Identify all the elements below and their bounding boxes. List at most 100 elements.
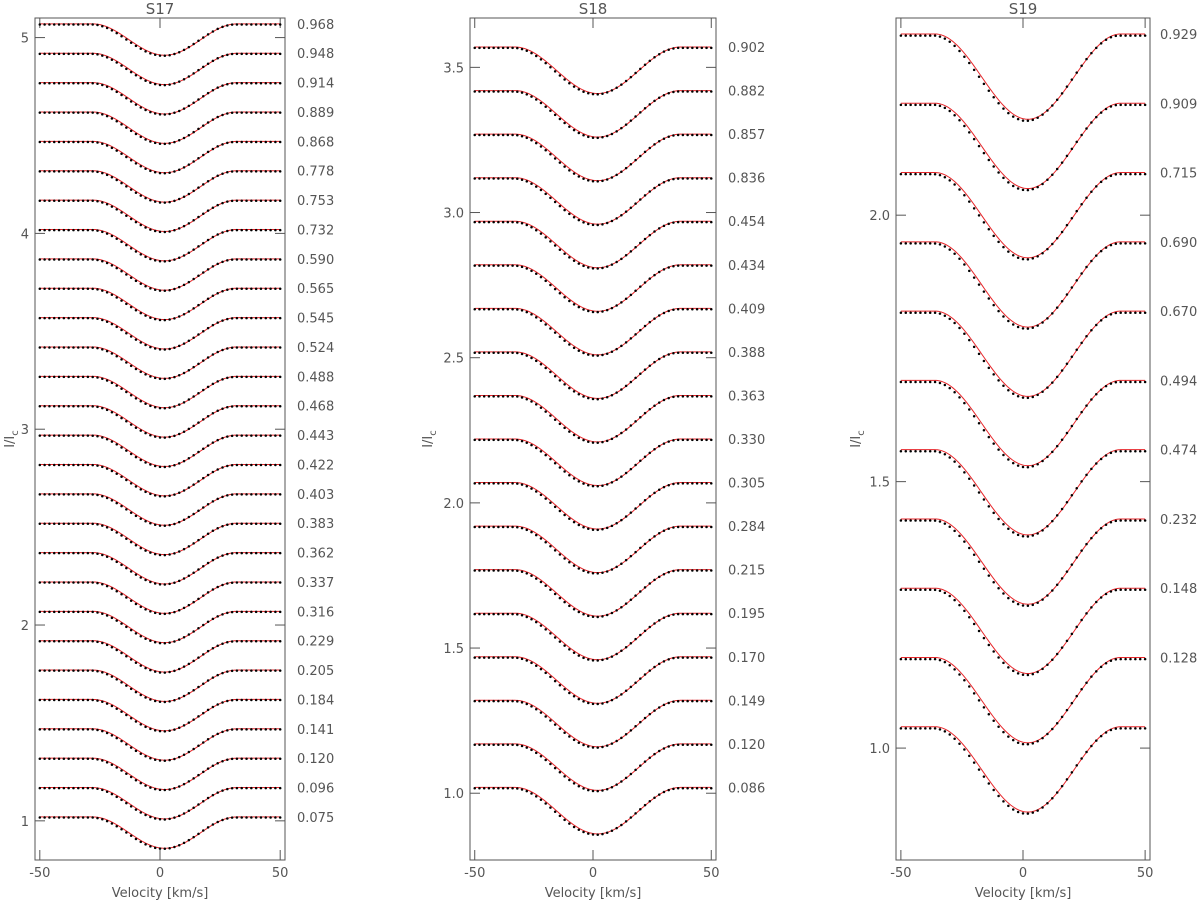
observed-point [591, 441, 595, 444]
observed-point [110, 176, 114, 179]
observed-point [516, 264, 519, 268]
observed-point [134, 690, 138, 694]
observed-point [182, 312, 186, 316]
observed-point [605, 526, 609, 530]
observed-point [710, 569, 713, 572]
observed-point [226, 24, 229, 27]
observed-point [582, 569, 585, 572]
observed-point [525, 485, 529, 488]
observed-point [686, 90, 689, 93]
observed-point [120, 446, 123, 449]
observed-point [163, 788, 167, 792]
observed-point [57, 816, 61, 819]
observed-point [81, 581, 85, 584]
observed-point [681, 569, 685, 572]
observed-point [478, 133, 481, 137]
observed-point [1036, 393, 1039, 397]
observed-point [57, 346, 61, 349]
observed-point [278, 463, 282, 467]
observed-point [52, 228, 56, 232]
observed-point [672, 264, 675, 268]
observed-point [206, 356, 210, 359]
observed-point [67, 405, 70, 408]
observed-point [240, 405, 243, 408]
observed-point [587, 527, 590, 531]
observed-point [639, 677, 642, 680]
observed-point [177, 609, 181, 612]
y-tick-label: 2.0 [443, 497, 464, 512]
observed-point [144, 167, 147, 171]
observed-point [667, 266, 670, 269]
observed-point [163, 377, 167, 381]
observed-point [269, 405, 272, 408]
observed-point [57, 786, 61, 790]
observed-point [506, 46, 510, 50]
observed-point [620, 605, 623, 609]
observed-point [110, 205, 114, 208]
observed-point [587, 353, 590, 356]
observed-point [235, 757, 239, 761]
observed-point [57, 463, 61, 467]
phase-label: 0.229 [297, 635, 334, 650]
observed-point [1085, 612, 1088, 615]
observed-point [144, 343, 147, 347]
observed-point [501, 656, 505, 659]
observed-point [182, 518, 186, 522]
observed-point [206, 738, 210, 741]
observed-point [274, 640, 277, 643]
observed-point [914, 172, 917, 176]
observed-point [67, 52, 70, 56]
observed-point [139, 311, 143, 315]
observed-point [620, 736, 623, 740]
observed-point [101, 406, 104, 410]
observed-point [254, 111, 258, 114]
observed-point [681, 220, 685, 224]
observed-point [506, 612, 510, 616]
observed-point [115, 266, 118, 270]
observed-point [187, 163, 191, 166]
phase-label: 0.968 [297, 18, 334, 33]
profile-0.120: 0.120 [38, 752, 334, 792]
observed-point [958, 603, 961, 607]
observed-point [226, 729, 229, 732]
observed-point [221, 818, 224, 822]
observed-point [72, 728, 75, 731]
observed-point [1095, 670, 1098, 673]
observed-point [153, 171, 157, 174]
observed-point [615, 347, 618, 351]
observed-point [182, 283, 186, 287]
observed-point [587, 92, 590, 95]
observed-point [153, 787, 157, 791]
observed-point [899, 588, 903, 592]
observed-point [534, 54, 538, 58]
observed-point [511, 569, 514, 572]
observed-point [577, 436, 581, 440]
observed-point [48, 258, 51, 261]
observed-point [568, 517, 571, 520]
observed-point [81, 405, 85, 408]
observed-point [620, 301, 623, 304]
observed-point [86, 287, 90, 291]
observed-point [230, 317, 234, 320]
observed-point [240, 551, 243, 555]
observed-point [1129, 588, 1132, 592]
observed-point [487, 656, 491, 659]
observed-point [1011, 392, 1015, 396]
observed-point [245, 728, 248, 731]
observed-point [478, 177, 481, 180]
observed-point [943, 522, 947, 525]
observed-point [274, 669, 277, 672]
observed-point [639, 807, 642, 811]
observed-point [705, 612, 708, 616]
observed-point [197, 597, 200, 601]
observed-point [563, 687, 566, 691]
observed-point [629, 729, 633, 732]
observed-point [629, 206, 633, 210]
observed-point [639, 633, 642, 637]
observed-point [115, 795, 118, 799]
observed-point [86, 698, 90, 702]
observed-point [43, 698, 46, 702]
observed-point [274, 52, 277, 56]
observed-point [534, 620, 538, 624]
observed-point [582, 133, 585, 137]
